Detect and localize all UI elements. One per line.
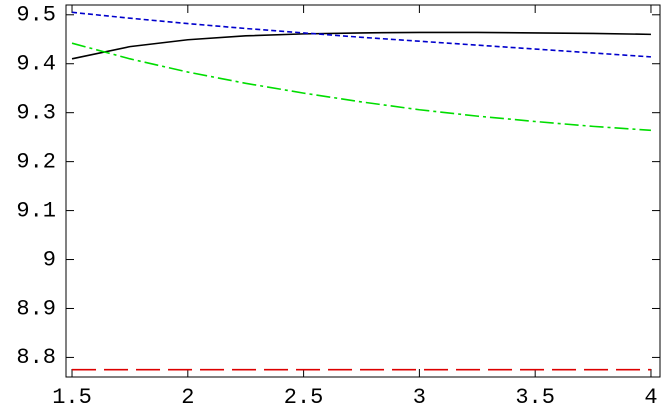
y-tick-label: 9.5 <box>16 3 56 28</box>
x-tick-label: 3.5 <box>515 385 555 410</box>
x-tick-label: 2.5 <box>284 385 324 410</box>
x-tick-label: 1.5 <box>52 385 92 410</box>
y-tick-label: 9 <box>43 247 56 272</box>
y-tick-label: 9.4 <box>16 52 56 77</box>
plot-frame <box>65 4 661 378</box>
y-tick-label: 9.1 <box>16 198 56 223</box>
y-tick-label: 8.9 <box>16 296 56 321</box>
x-tick-label: 2 <box>181 385 194 410</box>
series-line <box>71 42 652 132</box>
x-tick-label: 4 <box>644 385 657 410</box>
x-tick-label: 3 <box>413 385 426 410</box>
series-line <box>71 11 652 58</box>
y-tick-label: 9.2 <box>16 149 56 174</box>
y-tick-label: 9.3 <box>16 100 56 125</box>
series-line <box>71 31 651 60</box>
y-tick-label: 8.8 <box>16 345 56 370</box>
